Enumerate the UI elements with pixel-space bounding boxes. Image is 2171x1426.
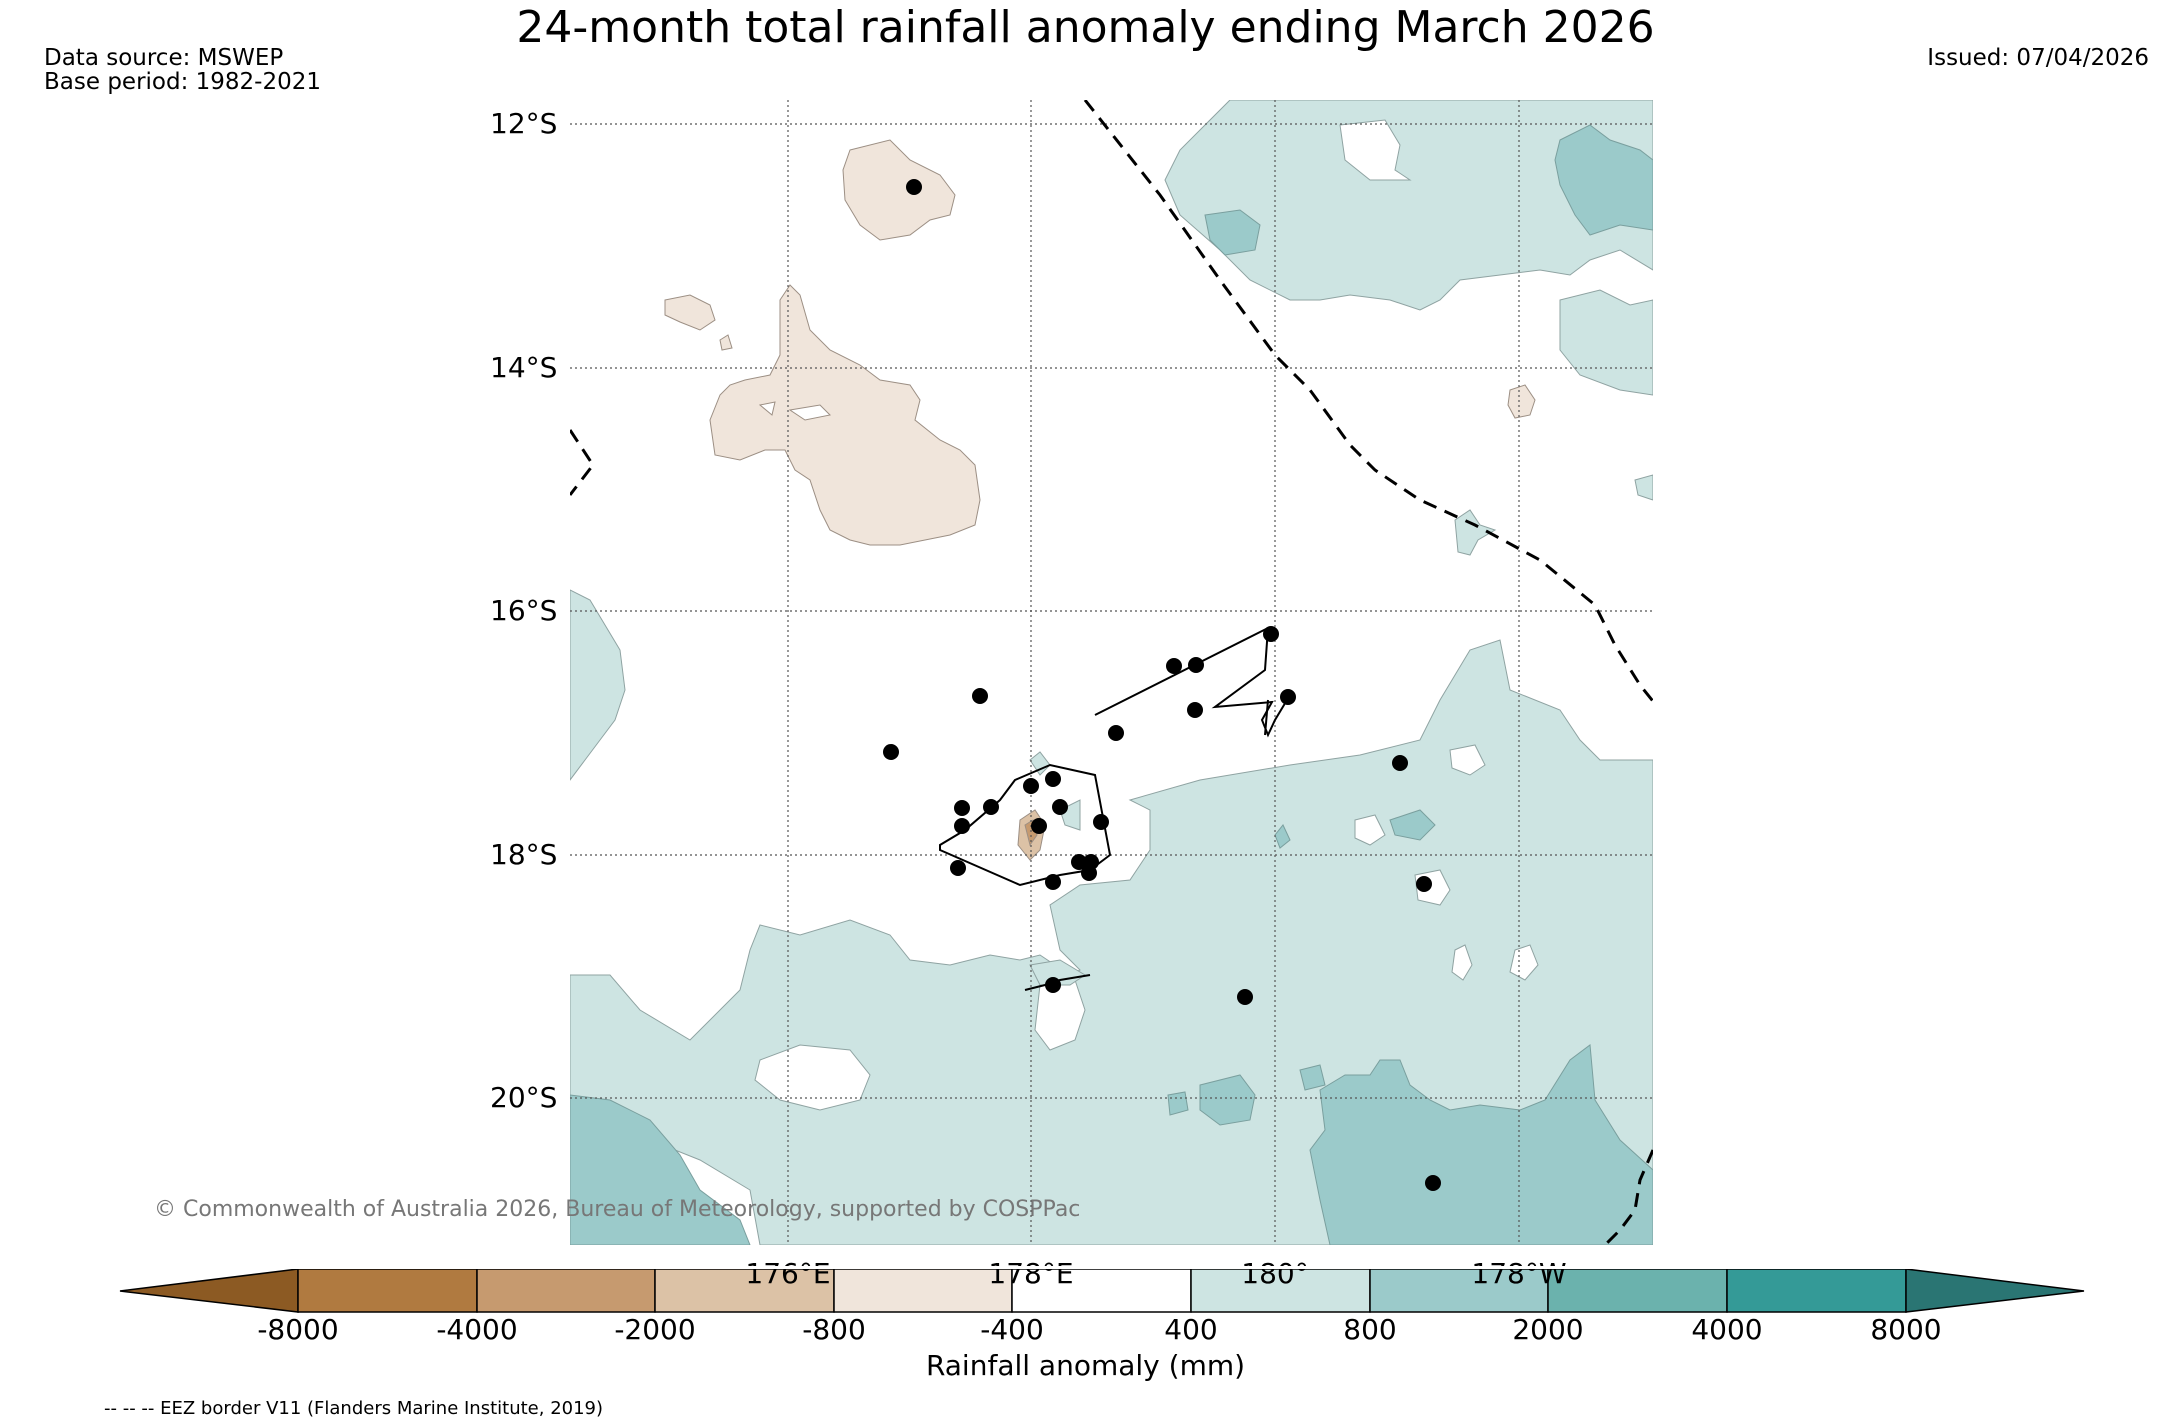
colorbar-tick-label: -4000 [436,1313,518,1346]
issued-date: Issued: 07/04/2026 [1927,45,2149,71]
lat-label: 20°S [490,1081,558,1114]
eez-border [570,100,1653,1245]
lat-label: 12°S [490,107,558,140]
lat-label: 14°S [490,351,558,384]
colorbar-tick-label: -400 [980,1313,1044,1346]
anomaly-region-neg800-neg400-north [842,139,956,241]
anomaly-region-400-800-east [1559,289,1653,396]
colorbar-segment [833,1268,1013,1313]
base-period: Base period: 1982-2021 [44,69,322,95]
copyright-notice: © Commonwealth of Australia 2026, Bureau… [154,1197,1081,1222]
data-source-info: Data source: MSWEP Base period: 1982-202… [44,46,321,94]
anomaly-region-400-800-west [570,589,626,781]
anomaly-region-neg800-neg400-central [709,284,981,546]
longitude-labels: 176°E 178°E 180° 178°W [745,1257,1566,1290]
colorbar-tick-label: 4000 [1691,1313,1763,1346]
colorbar [119,1268,2085,1313]
colorbar-tick-label: 800 [1343,1313,1397,1346]
colorbar-tick-label: 2000 [1512,1313,1584,1346]
anomaly-region-800-2000-northeast [1554,124,1653,236]
lat-label: 16°S [490,594,558,627]
colorbar-segment [1726,1268,1907,1313]
colorbar-tick-label: -2000 [614,1313,696,1346]
colorbar-segment [1369,1268,1549,1313]
map-title: 24-month total rainfall anomaly ending M… [516,2,1655,53]
lon-label: 176°E [745,1257,830,1290]
colorbar-tick-label: -8000 [257,1313,339,1346]
data-source: Data source: MSWEP [44,45,284,71]
eez-legend-note: -- -- -- EEZ border V11 (Flanders Marine… [104,1398,604,1419]
colorbar-segment [1547,1268,1728,1313]
colorbar-tick-label: 400 [1164,1313,1218,1346]
lon-label: 178°E [988,1257,1073,1290]
colorbar-segment [297,1268,478,1313]
colorbar-tick-label: -800 [802,1313,866,1346]
colorbar-tick-label: 8000 [1870,1313,1942,1346]
map-area [570,100,1653,1245]
anomaly-region-400-800-northeast [1164,100,1653,311]
lon-label: 180° [1241,1257,1308,1290]
graticule [570,100,1653,1245]
anomaly-region-800-2000-southwest [570,1094,751,1245]
anomaly-region-800-2000-south [1309,1044,1653,1245]
lat-label: 18°S [490,838,558,871]
station-points [883,179,1441,1191]
lon-label: 178°W [1471,1257,1566,1290]
colorbar-title: Rainfall anomaly (mm) [925,1349,1246,1382]
colorbar-segment [654,1268,835,1313]
coastlines [939,626,1291,991]
colorbar-segment [476,1268,656,1313]
